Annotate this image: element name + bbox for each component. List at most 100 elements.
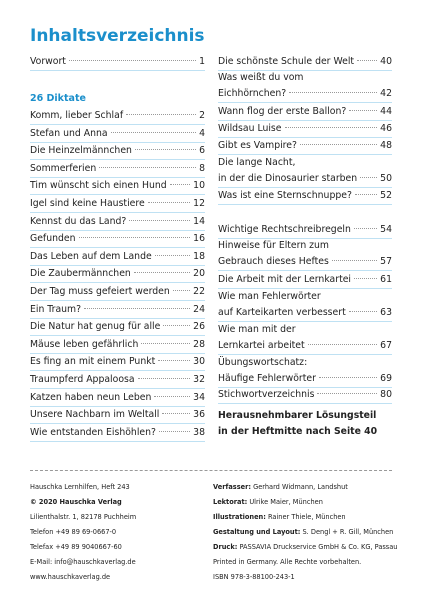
- page-number: 1: [199, 56, 205, 67]
- page-number: 52: [380, 190, 392, 201]
- leader: [133, 272, 191, 274]
- toc-entry: Das Leben auf dem Lande 18: [30, 249, 205, 266]
- imprint-line: E-Mail: info@hauschkaverlag.de: [30, 558, 136, 566]
- entry-line: Traumpferd Appaloosa 32: [30, 372, 205, 388]
- entry-text: Gibt es Vampire?: [218, 140, 297, 151]
- leader: [357, 60, 378, 61]
- entry-line: Tim wünscht sich einen Hund 10: [30, 178, 205, 194]
- entry-line: Komm, lieber Schlaf 2: [30, 108, 205, 124]
- leader: [317, 393, 378, 394]
- credit-text: Gerhard Widmann, Landshut: [253, 483, 348, 491]
- toc-entry: Wie man mit der Lernkartei arbeitet 67: [218, 322, 392, 355]
- entry-line: Die Heinzelmännchen 6: [30, 143, 205, 159]
- leader: [172, 290, 191, 291]
- page-number: 61: [380, 274, 392, 285]
- page-number: 20: [193, 268, 205, 280]
- entry-text: Kennst du das Land?: [30, 215, 127, 227]
- entry-text: Die Heinzelmännchen: [30, 145, 132, 157]
- leader: [158, 430, 191, 432]
- leader: [307, 344, 378, 345]
- page-number: 16: [193, 233, 205, 245]
- title: Inhaltsverzeichnis: [30, 26, 205, 46]
- entry-line: Die Zaubermännchen 20: [30, 266, 205, 282]
- toc-entry: Was ist eine Sternschnuppe? 52: [218, 188, 392, 205]
- page-number: 57: [380, 256, 392, 267]
- entry-line: Die Natur hat genug für alle 26: [30, 319, 205, 335]
- leader: [354, 194, 378, 195]
- entry-text: Die lange Nacht,: [218, 157, 296, 168]
- entry-text: Katzen haben neun Leben: [30, 391, 152, 403]
- leader: [99, 166, 197, 168]
- toc-entry: Gibt es Vampire? 48: [218, 138, 392, 155]
- leader: [163, 325, 191, 327]
- page-number: 26: [193, 321, 205, 333]
- credit-label: Gestaltung und Layout:: [213, 528, 301, 536]
- entry-text: auf Karteikarten verbessert: [218, 307, 346, 318]
- toc-entry: Ein Traum? 24: [30, 302, 205, 319]
- page-number: 44: [380, 106, 392, 117]
- credit-text: S. Dengl + R. Gill, München: [302, 528, 394, 536]
- entry-text: Gebrauch dieses Heftes: [218, 256, 329, 267]
- entry-line: Ein Traum? 24: [30, 302, 205, 318]
- imprint-line: Telefax +49 89 9040667-60: [30, 543, 122, 551]
- entry-text: Wann flog der erste Ballon?: [218, 106, 347, 117]
- toc-entry: Übungswortschatz: Häufige Fehlerwörter 69: [218, 355, 392, 388]
- toc-entry: Igel sind keine Haustiere 12: [30, 196, 205, 213]
- leader: [284, 127, 378, 128]
- entry-text: Unsere Nachbarn im Weltall: [30, 409, 160, 421]
- leader: [110, 131, 197, 133]
- entry-text: Mäuse leben gefährlich: [30, 338, 139, 350]
- leader: [318, 377, 378, 378]
- entry-line: Wie man mit der: [218, 322, 392, 338]
- page-number: 69: [380, 373, 392, 384]
- page-number: 34: [193, 391, 205, 403]
- leader: [147, 202, 191, 203]
- toc-entry: Was weißt du vom Eichhörnchen? 42: [218, 70, 392, 103]
- entry-text: Wie entstanden Eishöhlen?: [30, 426, 156, 438]
- entry-text: Die Natur hat genug für alle: [30, 321, 161, 333]
- entry-line: Wie man Fehlerwörter: [218, 289, 392, 305]
- credit-line: Druck: PASSAVIA Druckservice GmbH & Co. …: [213, 540, 397, 555]
- page-number: 8: [199, 162, 205, 174]
- credit-label: Verfasser:: [213, 483, 251, 491]
- toc-entry: Stichwortverzeichnis 80: [218, 387, 392, 404]
- entry-line: Katzen haben neun Leben 34: [30, 390, 205, 406]
- leader: [137, 378, 191, 379]
- toc-entry: Der Tag muss gefeiert werden 22: [30, 284, 205, 301]
- leader: [126, 114, 197, 115]
- leader: [349, 110, 378, 111]
- toc-entry: Traumpferd Appaloosa 32: [30, 372, 205, 389]
- entry-text: Igel sind keine Haustiere: [30, 198, 145, 209]
- entry-line: Es fing an mit einem Punkt 30: [30, 354, 205, 370]
- credit-text: Rainer Thiele, München: [268, 513, 346, 521]
- entry-line: Unsere Nachbarn im Weltall 36: [30, 407, 205, 423]
- leader: [158, 360, 191, 362]
- entry-line: Wildsau Luise 46: [218, 121, 392, 137]
- leader: [354, 278, 378, 279]
- page-number: 50: [380, 173, 392, 184]
- entry-line: in der die Dinosaurier starben 50: [218, 171, 392, 187]
- entry-text: Traumpferd Appaloosa: [30, 374, 135, 385]
- page-number: 80: [380, 389, 392, 400]
- toc-entry: Es fing an mit einem Punkt 30: [30, 354, 205, 372]
- note-line: Herausnehmbarer Lösungsteil: [218, 410, 377, 421]
- entry-text: Sommerferien: [30, 162, 97, 174]
- entry-text: Wie man Fehlerwörter: [218, 291, 321, 302]
- leader: [162, 413, 191, 415]
- entry-line: Eichhörnchen? 42: [218, 86, 392, 102]
- leader: [141, 342, 191, 344]
- toc-entry: Hinweise für Eltern zum Gebrauch dieses H…: [218, 238, 392, 271]
- toc-entry: Wie man Fehlerwörter auf Karteikarten ver…: [218, 289, 392, 322]
- page-number: 63: [380, 307, 392, 318]
- toc-entry: Vorwort 1: [30, 54, 205, 71]
- entry-text: Gefunden: [30, 233, 76, 245]
- entry-text: Ein Traum?: [30, 303, 82, 315]
- page-number: 28: [193, 338, 205, 350]
- entry-line: Stefan und Anna 4: [30, 126, 205, 142]
- page-number: 6: [199, 145, 205, 157]
- entry-text: Die Zaubermännchen: [30, 268, 131, 280]
- toc-entry: Die lange Nacht, in der die Dinosaurier s…: [218, 155, 392, 188]
- entry-line: Igel sind keine Haustiere 12: [30, 196, 205, 212]
- toc-entry: Wildsau Luise 46: [218, 121, 392, 138]
- entry-line: Hinweise für Eltern zum: [218, 238, 392, 254]
